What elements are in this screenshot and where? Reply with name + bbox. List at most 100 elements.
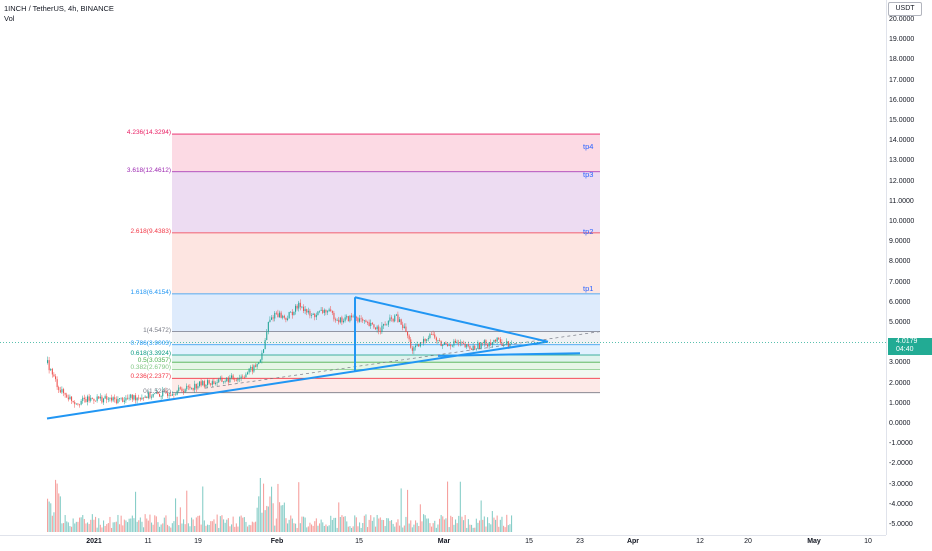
volume-bar: [111, 527, 113, 532]
candle-body: [125, 397, 127, 401]
volume-bar: [175, 498, 177, 532]
candle-body: [147, 392, 149, 399]
time-axis[interactable]: [0, 535, 886, 551]
price-chart-area[interactable]: [0, 0, 886, 535]
volume-bar: [362, 523, 364, 532]
symbol-title[interactable]: 1INCH / TetherUS, 4h, BINANCE: [4, 4, 114, 13]
volume-bar: [320, 519, 322, 532]
volume-bar: [405, 516, 407, 532]
candle-body: [391, 317, 393, 319]
volume-bar: [227, 518, 229, 532]
candle-body: [501, 342, 503, 346]
candle-body: [474, 345, 476, 349]
volume-bar: [461, 516, 463, 532]
volume-bar: [471, 524, 473, 532]
volume-bar: [90, 519, 92, 532]
volume-bar: [66, 521, 68, 532]
candle-body: [85, 399, 87, 402]
volume-bar: [120, 515, 122, 532]
candle-body: [242, 376, 244, 378]
candle-body: [77, 403, 79, 405]
candle-body: [176, 390, 178, 395]
volume-bar: [155, 516, 157, 532]
candle-body: [275, 312, 277, 314]
volume-bar: [394, 526, 396, 532]
volume-indicator-label[interactable]: Vol: [4, 14, 15, 23]
volume-bar: [371, 520, 373, 532]
volume-bar: [85, 523, 87, 532]
fib-band: [172, 232, 600, 294]
candle-body: [359, 318, 361, 322]
candle-body: [218, 379, 220, 383]
volume-bar: [443, 519, 445, 532]
price-axis[interactable]: [886, 0, 932, 535]
volume-bar: [192, 519, 194, 532]
candle-body: [146, 396, 148, 399]
candle-body: [317, 311, 319, 315]
volume-bar: [432, 523, 434, 532]
volume-bar: [203, 520, 205, 532]
candle-body: [90, 397, 92, 401]
candle-body: [511, 343, 513, 345]
volume-bar: [64, 515, 66, 532]
candle-body: [261, 352, 263, 360]
candle-body: [339, 317, 341, 323]
volume-bar: [141, 521, 143, 532]
volume-bar: [165, 515, 167, 532]
volume-bar: [373, 517, 375, 532]
price-axis-tick: 12.0000: [889, 177, 915, 185]
candle-body: [71, 396, 73, 401]
candle-body: [234, 379, 236, 381]
time-axis-tick: 10: [864, 538, 872, 545]
volume-bar: [367, 527, 369, 532]
volume-bar: [255, 521, 257, 532]
volume-bar: [176, 516, 178, 532]
time-axis-tick: 15: [525, 538, 533, 545]
volume-bar: [285, 518, 287, 532]
volume-bar: [130, 518, 132, 532]
candle-body: [53, 374, 55, 377]
volume-bar: [79, 517, 81, 532]
candle-body: [314, 313, 316, 318]
candle-body: [272, 317, 274, 319]
candle-body: [347, 316, 349, 322]
candle-body: [371, 322, 373, 325]
volume-bar: [475, 518, 477, 532]
candle-body: [432, 334, 434, 335]
candle-body: [293, 311, 295, 316]
fib-band: [172, 354, 600, 363]
volume-bar: [167, 524, 169, 532]
volume-bar: [469, 524, 471, 532]
volume-bar: [447, 481, 449, 532]
volume-bar: [235, 523, 237, 532]
candle-body: [245, 374, 247, 378]
time-axis-tick: 20: [744, 538, 752, 545]
volume-bar: [183, 519, 185, 532]
volume-bar: [199, 515, 201, 532]
volume-bar: [378, 518, 380, 532]
candle-body: [207, 380, 209, 385]
volume-bar: [280, 505, 282, 532]
candle-body: [203, 381, 205, 387]
price-axis-tick: -5.0000: [889, 521, 913, 528]
candle-body: [67, 397, 69, 400]
candle-body: [104, 396, 106, 399]
volume-bar: [509, 524, 511, 532]
candle-body: [415, 345, 417, 348]
candle-body: [477, 342, 479, 349]
volume-bar: [75, 521, 77, 532]
candle-body: [439, 340, 441, 341]
volume-bar: [421, 521, 423, 532]
candle-body: [455, 340, 457, 343]
candle-body: [173, 394, 175, 395]
currency-button[interactable]: USDT: [888, 2, 922, 16]
candle-body: [251, 366, 253, 372]
volume-bar: [195, 517, 197, 532]
candle-body: [357, 317, 359, 322]
candle-body: [363, 320, 365, 322]
volume-bar: [187, 523, 189, 532]
volume-bar: [507, 525, 509, 532]
volume-bar: [328, 525, 330, 532]
volume-bar: [115, 521, 117, 532]
